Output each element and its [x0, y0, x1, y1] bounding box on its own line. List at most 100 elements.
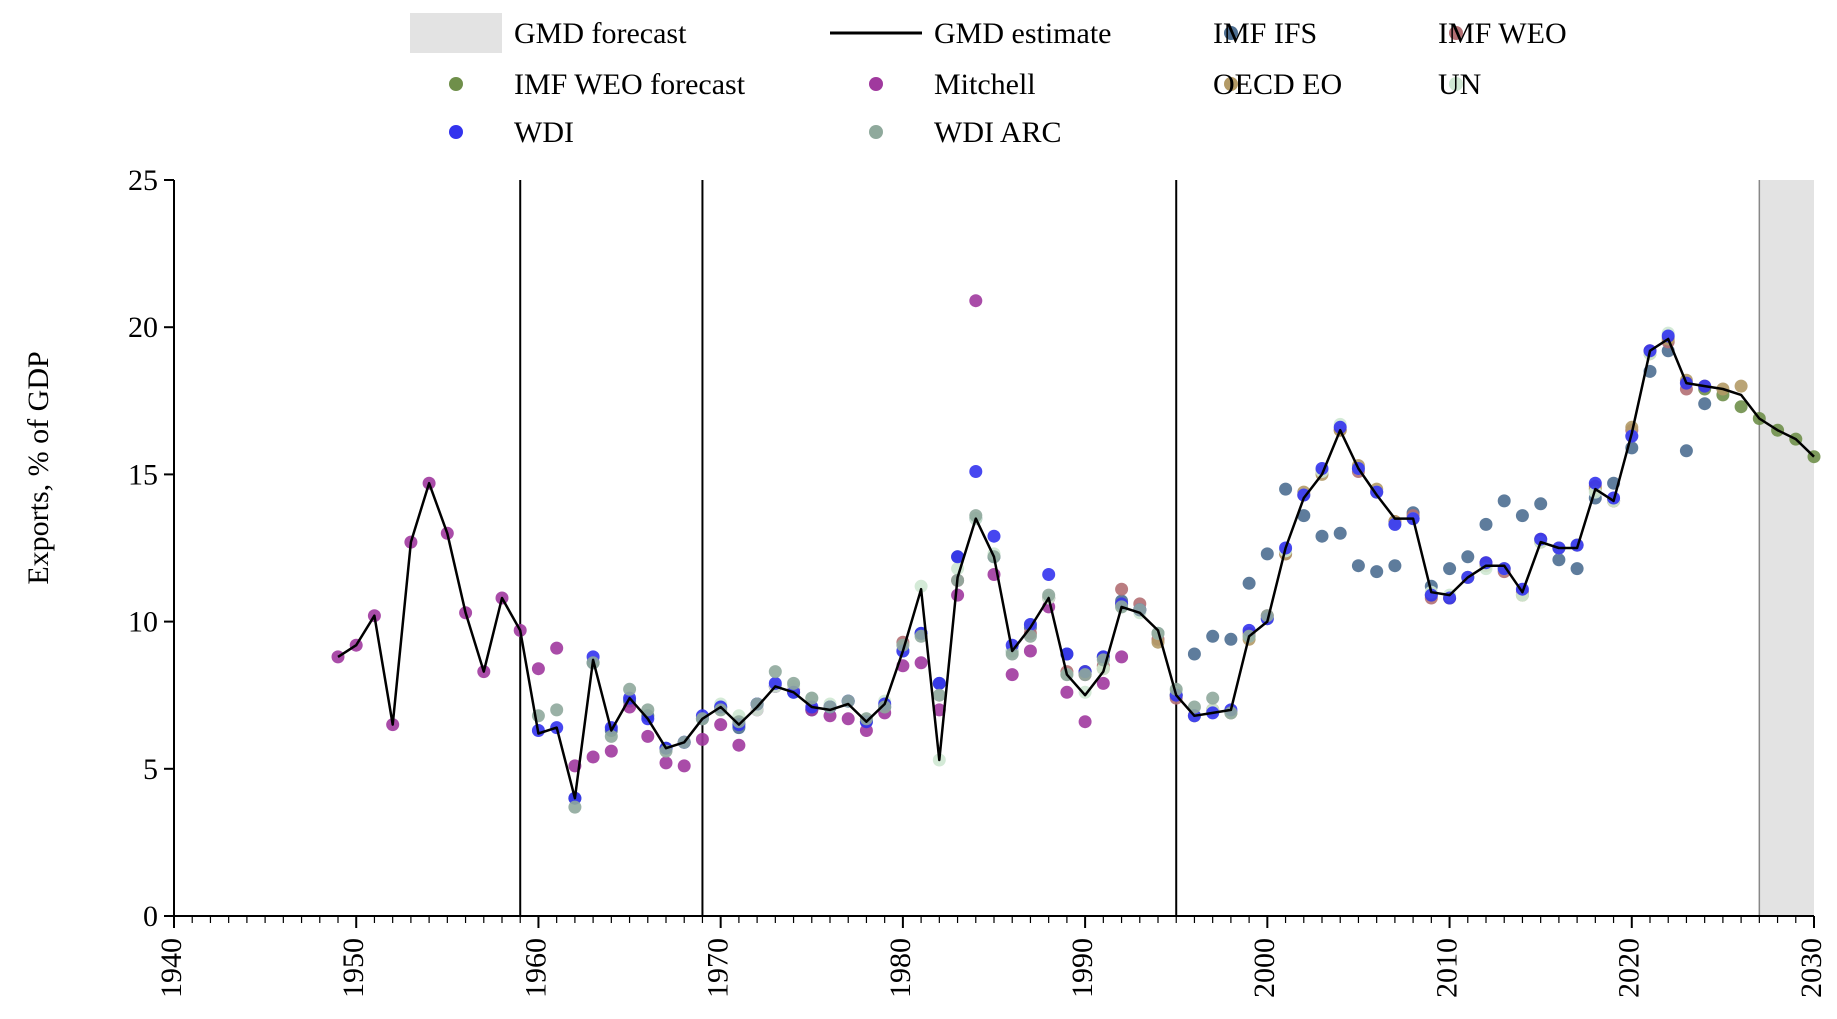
point-imf-ifs-2014	[1515, 509, 1529, 523]
legend-swatch-oecd-eo	[1224, 77, 1238, 91]
y-tick-label-10: 10	[128, 606, 158, 639]
reference-lines	[519, 180, 1178, 916]
point-mitchell-1986	[1005, 668, 1019, 682]
point-mitchell-1977	[841, 712, 855, 726]
forecast-region	[1758, 180, 1814, 916]
point-imf-ifs-2013	[1497, 494, 1511, 508]
point-oecd-eo-2026	[1734, 379, 1748, 393]
point-wdi-arc-1970	[714, 703, 728, 717]
legend-label-imf-ifs: IMF IFS	[1213, 17, 1317, 50]
x-tick-label-1960: 1960	[519, 938, 552, 998]
y-tick-label-20: 20	[128, 311, 158, 344]
point-imf-ifs-2001	[1279, 482, 1293, 496]
series-imf-weo	[896, 335, 1693, 723]
point-imf-ifs-1998	[1224, 632, 1238, 646]
legend-swatch-mitchell	[869, 77, 883, 91]
point-mitchell-1971	[732, 738, 746, 752]
legend-label-imf-weo-forecast: IMF WEO forecast	[514, 68, 746, 101]
point-wdi-2022	[1661, 329, 1675, 343]
point-wdi-arc-1973	[768, 665, 782, 679]
legend-label-oecd-eo: OECD EO	[1213, 68, 1342, 101]
point-imf-ifs-2017	[1570, 562, 1584, 576]
legend-item-oecd-eo: OECD EO	[1213, 68, 1342, 101]
point-imf-ifs-2012	[1479, 517, 1493, 531]
x-tick-label-2000: 2000	[1248, 938, 1281, 998]
point-imf-ifs-1999	[1242, 576, 1256, 590]
point-wdi-arc-1979	[878, 700, 892, 714]
y-tick-label-0: 0	[143, 900, 158, 933]
point-wdi-arc-1986	[1005, 647, 1019, 661]
point-wdi-arc-1984	[969, 509, 983, 523]
legend-item-imf-weo: IMF WEO	[1438, 17, 1567, 50]
plot-area: 0 5 10 15 20 25 1940 1950 1960 1970 1980 1990 2000 20…	[128, 164, 1828, 998]
point-mitchell-1984	[969, 294, 983, 308]
point-imf-ifs-1997	[1206, 629, 1220, 643]
point-wdi-1982	[932, 676, 946, 690]
x-tick-label-2020: 2020	[1613, 938, 1646, 998]
point-imf-ifs-1996	[1187, 647, 1201, 661]
point-wdi-arc-1972	[750, 697, 764, 711]
point-imf-ifs-2000	[1260, 547, 1274, 561]
legend-item-un: UN	[1438, 68, 1481, 101]
point-wdi-arc-1978	[859, 712, 873, 726]
point-mitchell-1969	[695, 732, 709, 746]
point-wdi-arc-1966	[641, 703, 655, 717]
x-tick-label-1970: 1970	[702, 938, 735, 998]
point-wdi-arc-1964	[604, 729, 618, 743]
axes: 0 5 10 15 20 25 1940 1950 1960 1970 1980 1990 2000 20…	[128, 164, 1828, 998]
legend-label-un: UN	[1438, 68, 1481, 101]
point-mitchell-1983	[951, 588, 965, 602]
legend-swatch-gmd-forecast	[410, 13, 502, 53]
forecast-shade	[1759, 180, 1814, 916]
legend-label-wdi: WDI	[514, 116, 574, 149]
point-mitchell-1964	[604, 744, 618, 758]
legend-item-gmd-forecast: GMD forecast	[410, 13, 687, 53]
point-wdi-arc-1971	[732, 715, 746, 729]
y-tick-label-5: 5	[143, 753, 158, 786]
legend-swatch-un	[1449, 77, 1463, 91]
legend-label-imf-weo: IMF WEO	[1438, 17, 1567, 50]
point-imf-weo-1992	[1115, 582, 1129, 596]
legend-swatch-imf-weo-forecast	[449, 77, 463, 91]
line-gmd-estimate	[337, 337, 1815, 800]
point-wdi-arc-1974	[787, 676, 801, 690]
point-un-1981	[914, 579, 928, 593]
x-tick-label-1940: 1940	[155, 938, 188, 998]
legend-swatch-imf-weo	[1449, 26, 1463, 40]
y-axis-title: Exports, % of GDP	[22, 351, 55, 584]
point-wdi-2007	[1388, 517, 1402, 531]
point-wdi-arc-1975	[805, 691, 819, 705]
point-imf-ifs-2015	[1534, 497, 1548, 511]
point-wdi-1983	[951, 550, 965, 564]
point-mitchell-1992	[1115, 650, 1129, 664]
point-imf-ifs-2003	[1315, 529, 1329, 543]
point-imf-weo-forecast-2026	[1734, 400, 1748, 414]
point-imf-ifs-2005	[1351, 559, 1365, 573]
series-imf-ifs	[568, 344, 1712, 805]
point-mitchell-1966	[641, 729, 655, 743]
point-mitchell-1981	[914, 656, 928, 670]
point-wdi-1984	[969, 465, 983, 478]
legend-label-gmd-estimate: GMD estimate	[934, 17, 1111, 50]
legend-item-imf-weo-forecast: IMF WEO forecast	[449, 68, 746, 101]
legend-label-wdi-arc: WDI ARC	[934, 116, 1062, 149]
point-imf-ifs-2007	[1388, 559, 1402, 573]
point-imf-ifs-2016	[1552, 553, 1566, 567]
point-imf-ifs-2010	[1443, 562, 1457, 576]
point-wdi-arc-1962	[568, 800, 582, 814]
y-tick-label-25: 25	[128, 164, 158, 197]
point-mitchell-1963	[586, 750, 600, 764]
point-imf-ifs-2004	[1333, 526, 1347, 540]
point-wdi-arc-1961	[550, 703, 564, 717]
point-wdi-1985	[987, 529, 1001, 543]
point-mitchell-1990	[1078, 715, 1092, 729]
point-mitchell-1989	[1060, 685, 1074, 699]
point-wdi-arc-1990	[1078, 668, 1092, 682]
point-wdi-1988	[1042, 568, 1056, 581]
point-wdi-arc-1965	[623, 682, 637, 696]
legend-swatch-imf-ifs	[1224, 26, 1238, 40]
legend: GMD forecast GMD estimate IMF IFS IMF WEO IM…	[410, 13, 1567, 149]
point-imf-ifs-2002	[1297, 509, 1311, 523]
x-tick-label-2030: 2030	[1795, 938, 1828, 998]
